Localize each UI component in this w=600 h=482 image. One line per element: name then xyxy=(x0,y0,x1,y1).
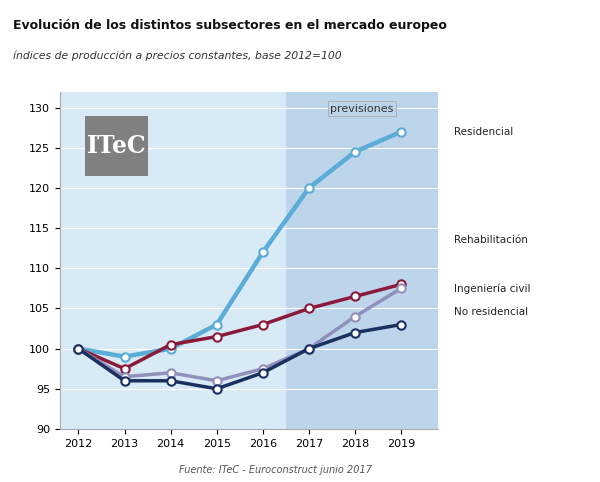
Text: índices de producción a precios constantes, base 2012=100: índices de producción a precios constant… xyxy=(13,51,342,61)
Bar xyxy=(286,92,530,429)
Text: Evolución de los distintos subsectores en el mercado europeo: Evolución de los distintos subsectores e… xyxy=(13,19,447,32)
Text: Residencial: Residencial xyxy=(454,127,514,137)
Text: Fuente: ITeC - Euroconstruct junio 2017: Fuente: ITeC - Euroconstruct junio 2017 xyxy=(179,465,372,475)
Text: Rehabilitación: Rehabilitación xyxy=(454,235,528,245)
Text: Ingeniería civil: Ingeniería civil xyxy=(454,283,530,294)
Text: ITeC: ITeC xyxy=(86,134,146,158)
Text: No residencial: No residencial xyxy=(454,308,528,318)
Text: previsiones: previsiones xyxy=(330,104,394,114)
FancyBboxPatch shape xyxy=(85,116,148,176)
